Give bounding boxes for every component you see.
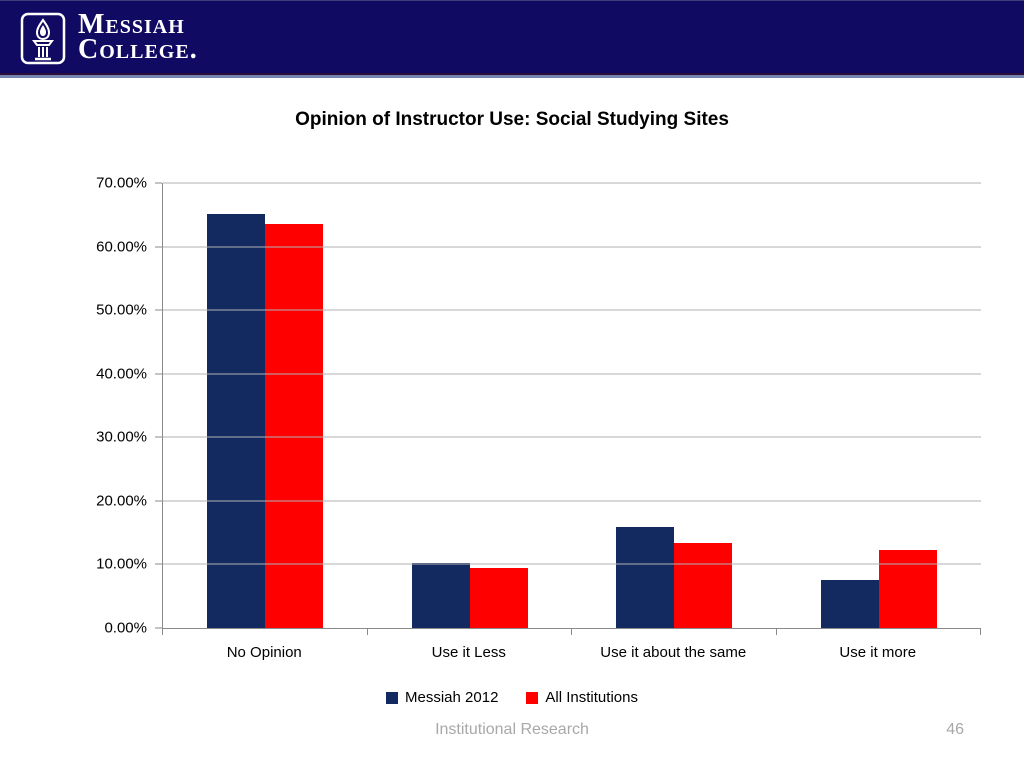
bar-group [163,183,368,628]
y-axis-tick-mark [155,309,162,311]
header-bar: Messiah College. [0,0,1024,78]
bar-group [777,183,982,628]
y-axis-tick-mark [155,500,162,502]
x-axis-tick-mark [571,629,572,635]
plot-area [162,182,981,635]
y-axis-labels: 0.00% 10.00% 20.00% 30.00% 40.00% 50.00% 60.00… [0,175,147,637]
bar-all-institutions [878,550,937,628]
x-axis-category-label: No Opinion [226,644,302,661]
logo-line1: Messiah [78,9,185,40]
gridline [163,373,981,375]
logo-wordmark: Messiah College. [78,9,198,65]
gridline [163,500,981,502]
x-axis-tick-mark [366,629,368,635]
y-axis-tick-mark [155,627,162,629]
y-axis-tick-label: 50.00% [96,301,147,319]
gridline [163,182,981,184]
y-axis-tick-label: 70.00% [96,174,147,192]
gridline [163,246,981,248]
x-axis-category-label: Use it about the same [600,644,747,661]
y-axis-tick-label: 0.00% [104,619,147,637]
legend-item: All Institutions [526,689,638,706]
chart-title: Opinion of Instructor Use: Social Studyi… [295,109,729,130]
legend-label: All Institutions [545,689,638,706]
bar-all-institutions [674,542,733,628]
y-axis-tick-mark [155,373,162,375]
legend-swatch-icon [526,691,539,704]
bars-layer [163,183,981,628]
torch-logo-icon [20,12,66,65]
y-axis-ticks [155,182,162,629]
legend-label: Messiah 2012 [405,689,499,706]
bar-all-institutions [469,567,528,628]
gridline [163,436,981,438]
y-axis-tick-mark [155,563,162,565]
legend-item: Messiah 2012 [386,689,498,706]
bar-all-institutions [265,224,324,628]
y-axis-tick-mark [155,246,162,248]
x-axis-category-label: Use it more [839,644,917,661]
gridline [163,309,981,311]
x-axis-tick-mark [980,629,981,635]
page-number: 46 [946,721,964,738]
bar-messiah-2012 [820,579,879,628]
x-axis-category-label: Use it Less [431,644,506,661]
legend-swatch-icon [386,691,399,704]
y-axis-tick-mark [155,182,162,184]
y-axis-tick-label: 10.00% [96,555,147,573]
logo-line2: College. [78,34,198,65]
gridline [163,563,981,565]
y-axis-tick-label: 60.00% [96,238,147,256]
y-axis-tick-mark [155,436,162,438]
bar-messiah-2012 [616,526,675,628]
x-axis-labels: No Opinion Use it Less Use it about the sa… [162,644,980,661]
bar-group [572,183,777,628]
x-axis-tick-mark [162,629,163,635]
bar-messiah-2012 [411,563,470,628]
chart-legend: Messiah 2012 All Institutions [0,689,1024,706]
y-axis-tick-label: 40.00% [96,365,147,383]
y-axis-tick-label: 20.00% [96,492,147,510]
bar-group [368,183,573,628]
bar-messiah-2012 [207,213,266,628]
footer-text: Institutional Research [435,721,589,738]
x-axis-tick-mark [775,629,777,635]
y-axis-tick-label: 30.00% [96,428,147,446]
